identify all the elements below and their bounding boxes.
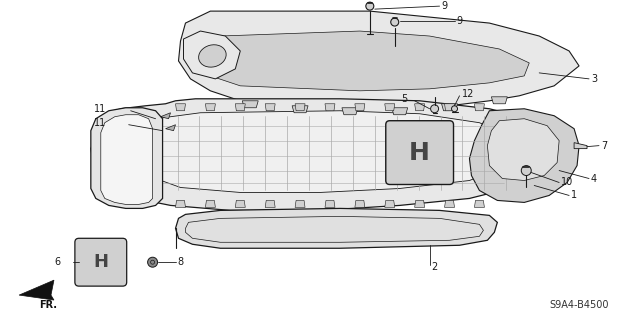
Polygon shape	[392, 108, 408, 115]
Polygon shape	[175, 208, 497, 248]
Text: H: H	[93, 253, 108, 271]
Polygon shape	[415, 200, 424, 207]
Polygon shape	[295, 104, 305, 111]
Circle shape	[521, 165, 531, 176]
Polygon shape	[385, 200, 395, 207]
Polygon shape	[325, 200, 335, 207]
Polygon shape	[488, 119, 559, 180]
Polygon shape	[91, 108, 163, 208]
Polygon shape	[295, 200, 305, 207]
Polygon shape	[474, 200, 484, 207]
Polygon shape	[243, 101, 258, 108]
Text: 1: 1	[571, 190, 577, 200]
Polygon shape	[470, 109, 579, 203]
Polygon shape	[205, 104, 216, 111]
Polygon shape	[442, 104, 458, 111]
Polygon shape	[184, 31, 240, 79]
Polygon shape	[166, 125, 175, 131]
Text: 10: 10	[561, 178, 573, 188]
Text: 9: 9	[456, 16, 463, 26]
Polygon shape	[19, 280, 54, 300]
Text: 11: 11	[93, 118, 106, 128]
Polygon shape	[175, 104, 186, 111]
Polygon shape	[175, 200, 186, 207]
Polygon shape	[385, 104, 395, 111]
Text: 9: 9	[442, 1, 448, 11]
Polygon shape	[342, 108, 358, 115]
Circle shape	[452, 106, 458, 112]
Text: 8: 8	[177, 257, 184, 267]
Polygon shape	[474, 104, 484, 111]
Polygon shape	[179, 11, 579, 111]
Circle shape	[366, 2, 374, 10]
Text: S9A4-B4500: S9A4-B4500	[549, 300, 609, 310]
Text: 2: 2	[431, 262, 438, 272]
Polygon shape	[445, 200, 454, 207]
Polygon shape	[355, 104, 365, 111]
Polygon shape	[574, 143, 587, 148]
Polygon shape	[492, 97, 508, 104]
FancyBboxPatch shape	[75, 238, 127, 286]
Polygon shape	[355, 200, 365, 207]
Text: 6: 6	[55, 257, 61, 267]
Polygon shape	[139, 111, 509, 192]
Polygon shape	[205, 200, 216, 207]
Circle shape	[431, 105, 438, 113]
Ellipse shape	[198, 45, 226, 67]
Text: 3: 3	[591, 74, 597, 84]
Text: H: H	[409, 140, 430, 164]
FancyBboxPatch shape	[386, 121, 454, 185]
Text: 11: 11	[93, 104, 106, 114]
Polygon shape	[100, 115, 152, 204]
Polygon shape	[265, 104, 275, 111]
Polygon shape	[445, 104, 454, 111]
Text: 12: 12	[461, 89, 474, 99]
Polygon shape	[236, 104, 245, 111]
Text: 5: 5	[401, 94, 408, 104]
Circle shape	[391, 18, 399, 26]
Text: 7: 7	[601, 140, 607, 151]
Circle shape	[148, 257, 157, 267]
Polygon shape	[161, 113, 170, 119]
Polygon shape	[91, 99, 544, 210]
Polygon shape	[198, 31, 529, 91]
Polygon shape	[325, 104, 335, 111]
Polygon shape	[236, 200, 245, 207]
Polygon shape	[292, 106, 308, 113]
Text: 4: 4	[591, 173, 597, 183]
Text: FR.: FR.	[39, 300, 57, 310]
Polygon shape	[415, 104, 424, 111]
Polygon shape	[265, 200, 275, 207]
